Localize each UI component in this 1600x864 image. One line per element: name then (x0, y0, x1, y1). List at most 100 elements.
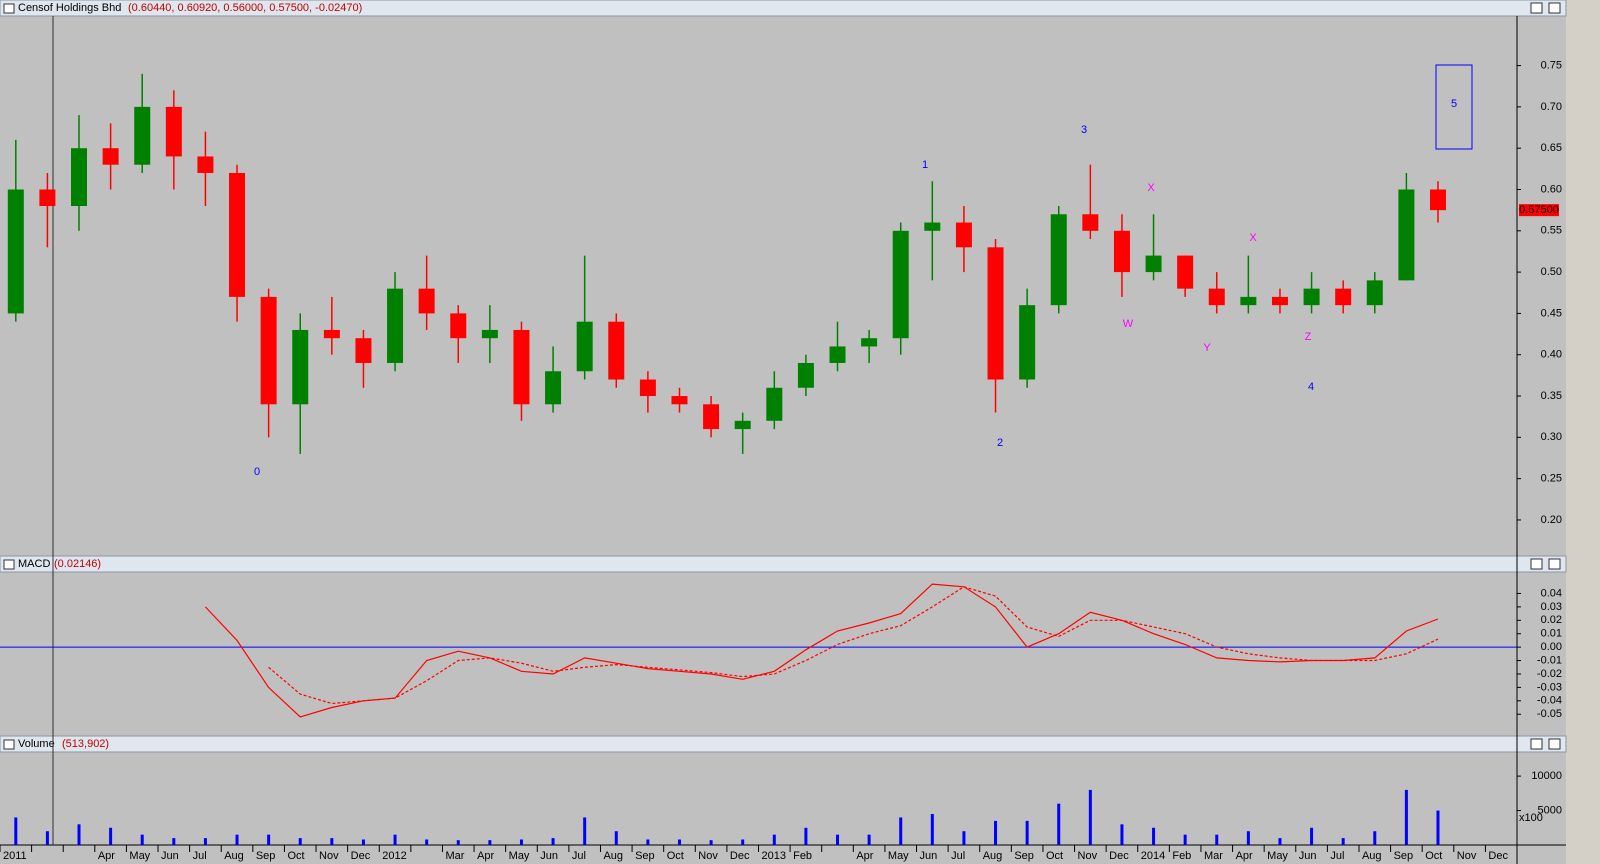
volume-bar (393, 834, 397, 845)
candle-body (1177, 255, 1194, 289)
candle-body (387, 288, 404, 363)
candle-body (481, 329, 498, 339)
candle-body (703, 404, 720, 430)
volume-bar (741, 839, 745, 845)
x-tick-label: May (1267, 850, 1288, 862)
volume-bar (1310, 827, 1314, 845)
candle-body (7, 189, 24, 314)
y-tick-label: 0.04 (1541, 587, 1562, 599)
y-tick-label: -0.05 (1537, 708, 1562, 720)
y-tick-label: 0.02 (1541, 614, 1562, 626)
y-tick-label: 0.55 (1541, 225, 1562, 237)
volume-bar (109, 827, 113, 845)
volume-bar (203, 838, 207, 845)
y-tick-label: 0.75 (1541, 59, 1562, 71)
x-tick-label: Nov (1457, 850, 1477, 862)
candle-body (229, 172, 246, 297)
y-tick-label: 0.30 (1541, 431, 1562, 443)
candle-body (1082, 214, 1099, 231)
volume-bar (1341, 838, 1345, 845)
wave-label: Z (1305, 331, 1312, 343)
wave-label: X (1147, 182, 1155, 194)
last-price-tag (1519, 204, 1559, 217)
candle-body (1050, 214, 1067, 306)
candle-body (102, 148, 119, 165)
x-tick-label: Dec (1488, 850, 1508, 862)
x-tick-label: Mar (1204, 850, 1223, 862)
last-price-label: 0.57500 (1519, 204, 1559, 216)
x-tick-label: May (888, 850, 909, 862)
volume-bar (899, 817, 903, 845)
y-tick-label: 0.01 (1541, 628, 1562, 640)
candle-body (134, 106, 151, 165)
volume-bar (1152, 827, 1156, 845)
wave-label: 0 (254, 466, 260, 478)
y-tick-label: 0.20 (1541, 514, 1562, 526)
candle-body (292, 329, 309, 405)
candle-body (1366, 280, 1383, 306)
volume-bar (1215, 834, 1219, 845)
wave-label: 1 (922, 159, 928, 171)
x-tick-label: Oct (667, 850, 684, 862)
x-tick-label: Sep (635, 850, 655, 862)
x-tick-label: Jun (1299, 850, 1317, 862)
volume-bar (1183, 834, 1187, 845)
volume-bar (267, 834, 271, 845)
candle-body (1240, 296, 1257, 306)
pane-values: (0.02146) (54, 558, 101, 570)
candle-body (1208, 288, 1225, 306)
volume-bar (804, 827, 808, 845)
candle-body (165, 106, 182, 157)
x-tick-label: Oct (1046, 850, 1063, 862)
volume-bar (867, 834, 871, 845)
candle-body (197, 156, 214, 173)
close-button[interactable] (1548, 558, 1561, 570)
x-tick-label: Jul (572, 850, 586, 862)
pane-header (0, 0, 1567, 17)
y-tick-label: -0.04 (1537, 695, 1562, 707)
x-tick-label: Jul (1330, 850, 1344, 862)
pane-icon (3, 559, 15, 570)
y-tick-label: 10000 (1531, 770, 1562, 782)
maximize-button[interactable] (1530, 738, 1543, 750)
volume-bar (930, 814, 934, 845)
close-button[interactable] (1548, 2, 1561, 14)
x-tick-label: May (509, 850, 530, 862)
y-tick-label: 5000 (1538, 804, 1562, 816)
volume-bar (677, 839, 681, 845)
x-tick-label: Nov (698, 850, 718, 862)
y-tick-label: 0.40 (1541, 349, 1562, 361)
x-tick-label: Aug (1362, 850, 1382, 862)
x-tick-label: Mar (445, 850, 464, 862)
y-tick-label: 0.65 (1541, 142, 1562, 154)
volume-bar (45, 831, 49, 845)
wave-label: W (1123, 318, 1134, 330)
volume-bar (519, 839, 523, 845)
volume-bar (551, 838, 555, 845)
x-tick-label: Dec (351, 850, 371, 862)
macd-line (268, 586, 1439, 705)
volume-bar (1120, 824, 1124, 845)
pane-icon (3, 3, 15, 14)
wave-label: Y (1203, 342, 1211, 354)
x-tick-label: Nov (319, 850, 339, 862)
close-button[interactable] (1548, 738, 1561, 750)
volume-bar (1373, 831, 1377, 845)
x-tick-label: Apr (1236, 850, 1253, 862)
pane-header (0, 555, 1567, 573)
x-tick-label: May (129, 850, 150, 862)
pane-title: Volume (18, 738, 55, 750)
maximize-button[interactable] (1530, 558, 1543, 570)
x-tick-label: Jul (193, 850, 207, 862)
x-tick-label: Dec (730, 850, 750, 862)
candle-body (639, 379, 656, 397)
maximize-button[interactable] (1530, 2, 1543, 14)
volume-bar (425, 839, 429, 845)
candle-body (829, 346, 846, 363)
candle-body (1398, 189, 1415, 281)
volume-bar (330, 838, 334, 845)
x-tick-label: Oct (1425, 850, 1442, 862)
unit-label: x100 (1519, 812, 1543, 824)
candle-body (766, 387, 783, 421)
